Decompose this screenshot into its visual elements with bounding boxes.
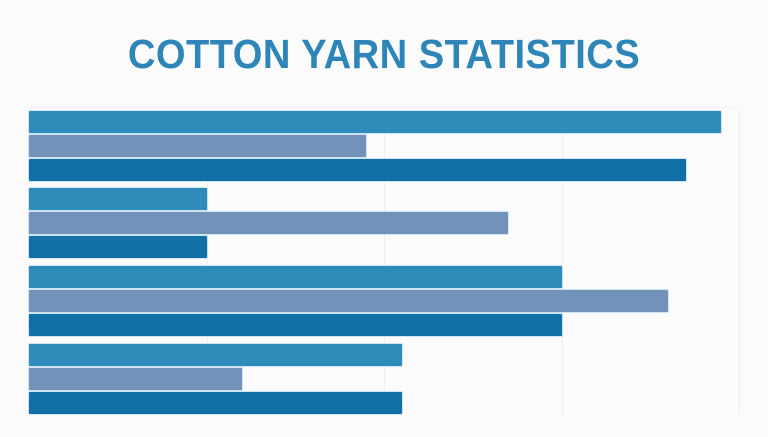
gridline-x-1 [207, 111, 208, 415]
chart-title: COTTON YARN STATISTICS [127, 31, 641, 77]
plot-frame-top [21, 107, 741, 108]
bar-group-2-series-b [29, 212, 508, 234]
bar-group-1-series-a [29, 111, 721, 133]
bar-group-3-series-c [29, 314, 562, 336]
bar-group-1-series-c [29, 159, 686, 181]
bar-group-2-series-c [29, 236, 207, 258]
bar-group-1-series-b [29, 135, 366, 157]
chart-plot-area [21, 107, 741, 415]
bar-group-4-series-a [29, 344, 402, 366]
bar-group-4-series-c [29, 392, 402, 414]
gridline-x-4 [739, 111, 740, 415]
gridline-x-3 [562, 111, 563, 415]
gridline-x-2 [384, 111, 385, 415]
bar-group-3-series-b [29, 290, 668, 312]
bar-group-4-series-b [29, 368, 242, 390]
bar-group-2-series-a [29, 188, 207, 210]
bar-group-3-series-a [29, 266, 562, 288]
